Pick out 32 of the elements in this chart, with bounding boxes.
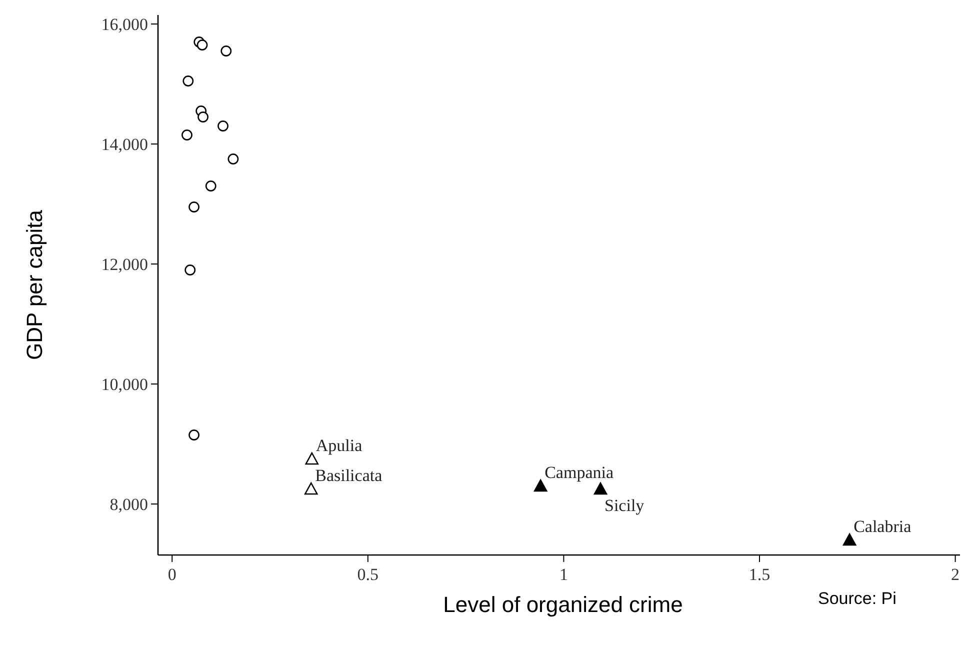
annotation: Sicily [604, 496, 645, 515]
annotation: Basilicata [315, 466, 383, 485]
y-tick-label: 16,000 [101, 14, 148, 34]
x-tick-label: 2 [951, 565, 960, 584]
point [198, 112, 208, 122]
annotation: Campania [544, 463, 614, 482]
point [218, 120, 228, 132]
point [182, 76, 194, 86]
x-axis-title: Level of organized crime [443, 592, 683, 617]
point [842, 533, 856, 546]
y-tick-label: 14,000 [101, 134, 148, 154]
y-axis-title: GDP per capita [22, 209, 47, 360]
x-tick-label: 0.5 [357, 565, 379, 584]
point [188, 430, 200, 440]
point [220, 46, 232, 56]
annotation: Apulia [316, 436, 363, 455]
point [184, 264, 196, 276]
y-tick-label: 12,000 [101, 254, 148, 274]
point [228, 154, 239, 164]
y-tick-label: 8,000 [110, 494, 148, 514]
x-tick-label: 0 [168, 565, 176, 584]
x-tick-label: 1 [559, 565, 568, 584]
y-tick-label: 10,000 [101, 374, 148, 394]
point [188, 202, 200, 212]
point [205, 180, 216, 192]
x-tick-label: 1.5 [748, 565, 770, 584]
point [196, 40, 208, 50]
point [594, 482, 608, 495]
point [182, 130, 192, 140]
annotation: Calabria [854, 517, 912, 536]
point [304, 482, 318, 495]
source-note: Source: Pi [818, 589, 896, 608]
